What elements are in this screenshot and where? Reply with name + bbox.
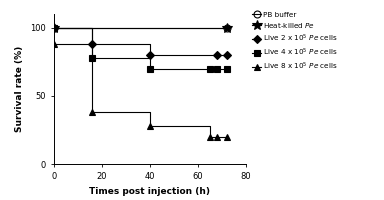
Legend: PB buffer, Heat-killed $\mathit{Pe}$, Live 2 x 10$^5$ $\mathit{Pe}$ cells, Live : PB buffer, Heat-killed $\mathit{Pe}$, Li… [252, 11, 338, 73]
Y-axis label: Survival rate (%): Survival rate (%) [15, 46, 24, 132]
X-axis label: Times post injection (h): Times post injection (h) [89, 187, 210, 196]
